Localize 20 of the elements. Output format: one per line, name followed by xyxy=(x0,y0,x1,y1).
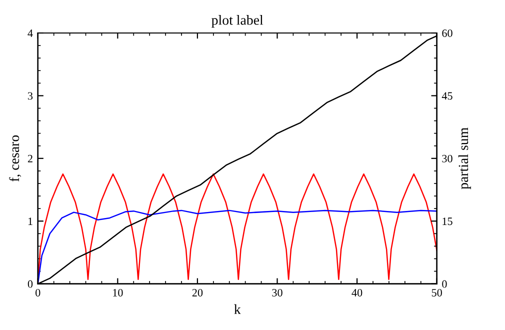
x-tick-label: 30 xyxy=(272,288,282,296)
x-tick-label: 0 xyxy=(36,288,40,296)
y2-tick-label: 30 xyxy=(442,154,452,162)
y-tick-label: 3 xyxy=(28,92,33,100)
y-tick-label: 2 xyxy=(28,154,32,162)
y-tick-label: 0 xyxy=(28,280,33,288)
y2-tick-label: 15 xyxy=(442,218,452,226)
y2-axis-title: partial sum xyxy=(458,128,471,190)
y-axis-title: f, cesaro xyxy=(9,135,22,182)
chart-title: plot label xyxy=(212,15,264,28)
y2-tick-label: 45 xyxy=(442,92,452,100)
x-tick-label: 50 xyxy=(432,288,442,296)
x-axis-title: k xyxy=(234,304,241,314)
y-tick-label: 1 xyxy=(28,218,32,225)
x-tick-label: 20 xyxy=(192,288,203,296)
y-tick-label: 4 xyxy=(28,30,33,37)
y2-tick-label: 60 xyxy=(442,29,452,37)
x-tick-label: 40 xyxy=(352,288,362,296)
x-tick-label: 10 xyxy=(113,288,123,296)
y2-tick-label: 0 xyxy=(442,280,447,288)
